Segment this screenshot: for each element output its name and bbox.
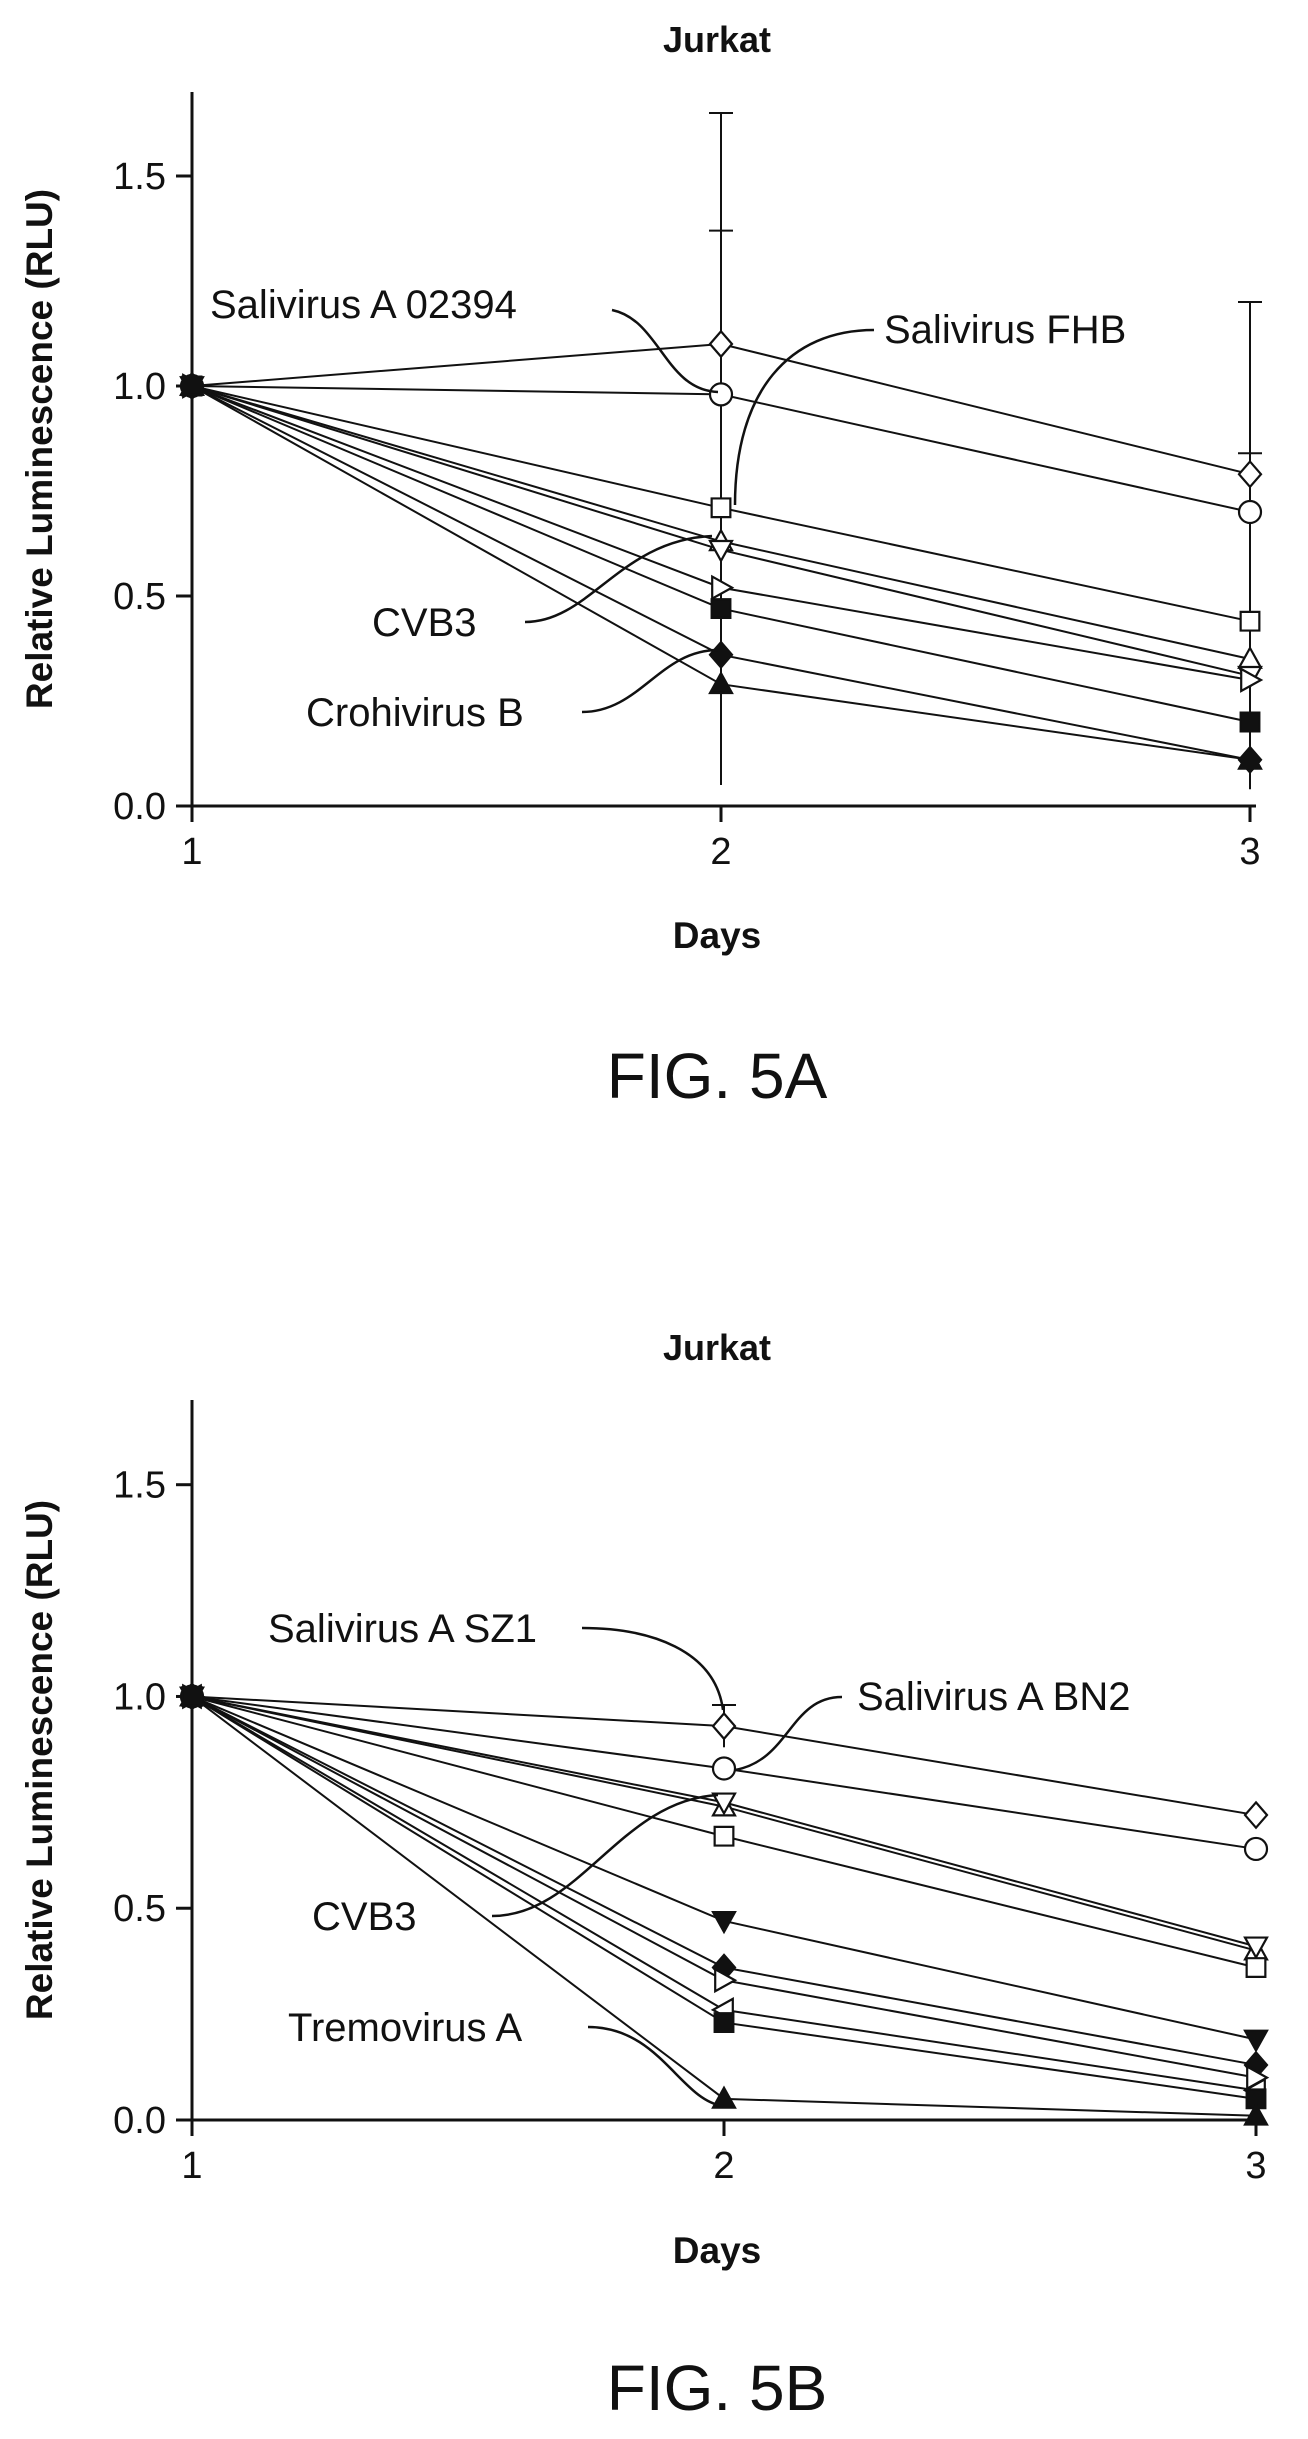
annotation-tremovirus-a: Tremovirus A [288, 2006, 522, 2050]
y-tick-label: 0.5 [113, 1888, 166, 1930]
y-tick-label: 1.5 [113, 156, 166, 198]
x-tick-label: 2 [710, 831, 731, 873]
x-tick-label: 3 [1245, 2145, 1266, 2187]
annotation-leader-salivirus-a-sz1 [581, 1626, 725, 1711]
annotation-leader-salivirus-a-02394 [611, 308, 719, 394]
y-tick-label: 1.0 [113, 1676, 166, 1718]
series-2-point [1239, 610, 1261, 632]
series-0-point [1237, 459, 1263, 489]
chart-fig-5a: Jurkat 0.0 0.5 1.0 1.5 1 2 3 Salivirus A 02394… [19, 19, 1264, 1112]
y-tick-label: 0.5 [113, 576, 166, 618]
annotation-salivirus-a-02394: Salivirus A 02394 [210, 283, 517, 327]
y-tick-label: 0.0 [113, 786, 166, 828]
series-8-point [1237, 746, 1263, 770]
series-1-point [708, 382, 734, 407]
annotation-crohivirus-b: Crohivirus B [306, 691, 524, 735]
series-10-point [1243, 2102, 1269, 2126]
series-layer [179, 112, 1264, 790]
annotation-cvb3: CVB3 [312, 1895, 417, 1939]
series-5-line [191, 1695, 1257, 2041]
y-tick-label: 0.0 [113, 2100, 166, 2142]
annotation-leader-crohivirus-b [581, 648, 719, 714]
chart-title: Jurkat [663, 19, 771, 60]
series-3-point [711, 1792, 737, 1816]
y-tick-label: 1.0 [113, 366, 166, 408]
figure-label: FIG. 5A [607, 1040, 828, 1112]
annotation-leader-salivirus-a-bn2 [734, 1695, 843, 1772]
series-10-point [179, 1683, 205, 1707]
annotation-salivirus-a-bn2: Salivirus A BN2 [857, 1675, 1130, 1719]
annotation-leader-cvb3 [491, 1793, 719, 1918]
series-5-point [1240, 667, 1264, 693]
series-7-point [708, 640, 734, 670]
x-tick-label: 1 [181, 2145, 202, 2187]
series-8-point [708, 670, 734, 695]
series-5-point [711, 1911, 737, 1935]
series-layer [178, 1682, 1270, 2126]
series-5-point [1243, 2029, 1269, 2053]
series-9-point [713, 2012, 735, 2034]
series-6-point [1239, 711, 1261, 733]
series-0-point [1243, 1800, 1269, 1830]
series-1-point [1243, 1836, 1269, 1862]
series-4-point [708, 539, 734, 564]
series-7-point [714, 1967, 738, 1994]
series-4-point [1245, 1957, 1267, 1978]
series-0-point [708, 329, 734, 359]
y-axis-label: Relative Luminescence (RLU) [19, 189, 60, 709]
x-axis-label: Days [673, 915, 761, 956]
annotation-leader-salivirus-fhb [733, 328, 875, 506]
y-axis-label: Relative Luminescence (RLU) [19, 1500, 60, 2020]
annotation-leader-cvb3 [524, 534, 713, 624]
x-tick-label: 3 [1239, 831, 1260, 873]
series-6-point [710, 598, 732, 620]
ticks: 0.0 0.5 1.0 1.5 1 2 3 [113, 156, 1260, 873]
y-tick-label: 1.5 [113, 1465, 166, 1507]
series-1-point [711, 1756, 737, 1781]
x-tick-label: 2 [713, 2145, 734, 2187]
series-1-point [1237, 499, 1263, 525]
chart-title: Jurkat [663, 1327, 771, 1368]
x-axis-label: Days [673, 2230, 761, 2271]
series-5-point [711, 574, 735, 601]
ticks: 0.0 0.5 1.0 1.5 1 2 3 [113, 1465, 1266, 2187]
series-0-point [711, 1711, 737, 1741]
series-4-point [713, 1825, 735, 1847]
annotation-cvb3: CVB3 [372, 601, 477, 645]
series-8-point [179, 372, 205, 396]
series-3-point [1243, 1936, 1269, 1960]
series-9-point [1245, 2088, 1267, 2110]
x-tick-label: 1 [181, 831, 202, 873]
chart-fig-5b: Jurkat 0.0 0.5 1.0 1.5 1 2 3 Salivirus A SZ1 S… [19, 1327, 1270, 2424]
annotation-salivirus-fhb: Salivirus FHB [884, 308, 1126, 352]
annotation-salivirus-a-sz1: Salivirus A SZ1 [268, 1607, 537, 1651]
series-2-point [710, 497, 732, 519]
annotation-leader-tremovirus-a [587, 2025, 724, 2108]
figure-label: FIG. 5B [607, 2352, 828, 2424]
series-10-point [711, 2085, 737, 2109]
